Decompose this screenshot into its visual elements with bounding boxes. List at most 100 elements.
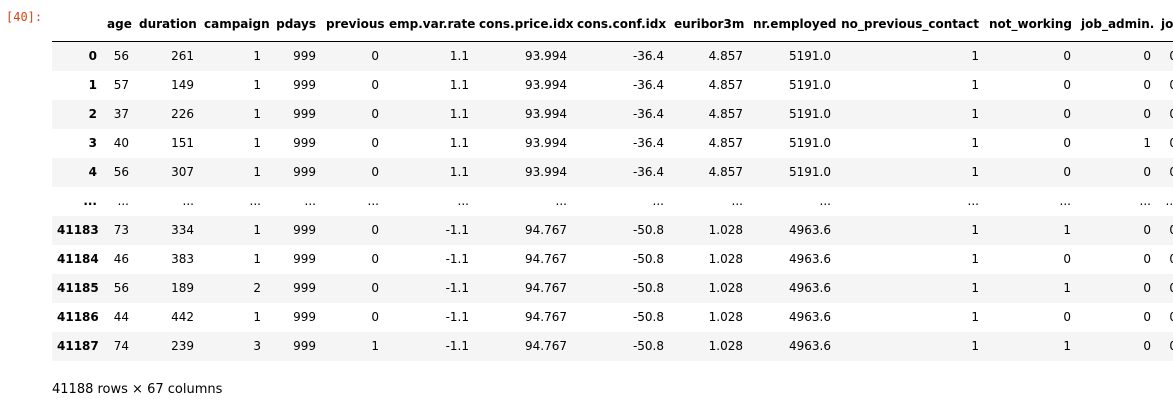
- column-header: job: [1156, 8, 1173, 42]
- column-header: campaign: [199, 8, 270, 42]
- table-cell: 1.1: [449, 78, 469, 92]
- table-cell: -50.8: [632, 339, 664, 353]
- dataframe-table: age duration campaign pdays previous emp.var.…: [52, 8, 1173, 361]
- table-cell: 5191.0: [789, 165, 831, 179]
- cell-prompt: [40]:: [6, 10, 43, 24]
- table-cell: 4.857: [708, 165, 743, 179]
- column-header: age: [102, 8, 134, 42]
- table-cell: 1: [971, 165, 979, 179]
- table-cell: 4963.6: [789, 310, 831, 324]
- table-cell: 151: [171, 136, 194, 150]
- table-cell: 226: [171, 107, 194, 121]
- column-header: cons.price.idx: [474, 8, 573, 42]
- table-cell: 0: [371, 49, 379, 63]
- table-cell: 239: [171, 339, 194, 353]
- table-cell: ...: [457, 194, 469, 208]
- table-cell: ...: [819, 194, 831, 208]
- table-cell: 0: [1063, 78, 1071, 92]
- table-cell: -1.1: [445, 310, 469, 324]
- table-cell: ...: [117, 194, 129, 208]
- table-cell: 1.028: [708, 223, 743, 237]
- table-cell: ...: [1139, 194, 1151, 208]
- column-header: emp.var.rate: [384, 8, 475, 42]
- table-cell: ...: [249, 194, 261, 208]
- row-index: 41186: [57, 310, 99, 324]
- table-cell: 0: [371, 136, 379, 150]
- table-cell: 0: [1063, 165, 1071, 179]
- table-cell: 0: [1143, 252, 1151, 266]
- table-body: 056261199901.193.994-36.44.8575191.01000…: [52, 41, 1173, 361]
- table-cell: 1: [253, 136, 261, 150]
- table-cell: 0: [371, 165, 379, 179]
- dataframe-output[interactable]: age duration campaign pdays previous emp.var.…: [52, 0, 1173, 411]
- table-cell: 56: [113, 281, 129, 295]
- table-cell: ...: [182, 194, 194, 208]
- table-cell: 999: [293, 339, 316, 353]
- table-cell: 0: [1143, 78, 1151, 92]
- table-cell: 1.1: [449, 165, 469, 179]
- table-cell: 1: [971, 223, 979, 237]
- table-cell: 0: [371, 310, 379, 324]
- column-header: pdays: [266, 8, 321, 42]
- table-cell: 1.1: [449, 49, 469, 63]
- table-cell: 0: [1156, 42, 1173, 72]
- row-index: 0: [88, 49, 97, 63]
- table-cell: 442: [171, 310, 194, 324]
- table-cell: 999: [293, 78, 316, 92]
- table-cell: 56: [113, 49, 129, 63]
- table-cell: 0: [1156, 129, 1173, 158]
- table-cell: -36.4: [632, 136, 664, 150]
- table-cell: 46: [113, 252, 129, 266]
- table-cell: -50.8: [632, 281, 664, 295]
- table-cell: 261: [171, 49, 194, 63]
- table-cell: 999: [293, 136, 316, 150]
- column-header: cons.conf.idx: [572, 8, 669, 42]
- table-cell: 1.028: [708, 339, 743, 353]
- row-index: 2: [88, 107, 97, 121]
- table-cell: 0: [1143, 281, 1151, 295]
- table-row: 41185 56 189 2 999 0 -1.1 94.767 -50.8 1.028 4963.…: [52, 274, 1173, 303]
- table-cell: 1: [971, 49, 979, 63]
- table-cell: 94.767: [525, 310, 567, 324]
- column-header: no_previous_contact: [836, 8, 984, 42]
- table-cell: 1: [253, 49, 261, 63]
- table-cell: -1.1: [445, 281, 469, 295]
- table-cell: 1: [253, 310, 261, 324]
- table-cell: 0: [371, 78, 379, 92]
- table-cell: 999: [293, 49, 316, 63]
- table-cell: ...: [967, 194, 979, 208]
- table-cell: 94.767: [525, 223, 567, 237]
- row-index: 41185: [57, 281, 99, 295]
- table-cell: 334: [171, 223, 194, 237]
- index-header: [52, 8, 102, 42]
- table-cell: ...: [652, 194, 664, 208]
- table-cell: 4963.6: [789, 281, 831, 295]
- table-cell: 189: [171, 281, 194, 295]
- table-cell: 0: [1063, 136, 1071, 150]
- table-row: ........................................…: [52, 187, 1173, 216]
- table-cell: 1: [371, 339, 379, 353]
- table-cell: -1.1: [445, 339, 469, 353]
- table-cell: 1: [253, 165, 261, 179]
- table-cell: 0: [1156, 71, 1173, 100]
- table-row: 41186 44 442 1 999 0 -1.1 94.767 -50.8 1.028 4963.…: [52, 303, 1173, 332]
- column-header: previous: [321, 8, 385, 42]
- table-cell: 73: [113, 223, 129, 237]
- table-cell: 1: [1063, 281, 1071, 295]
- table-cell: 0: [1063, 49, 1071, 63]
- table-cell: 44: [113, 310, 129, 324]
- table-cell: 0: [1156, 303, 1173, 332]
- table-cell: 999: [293, 310, 316, 324]
- table-cell: 93.994: [525, 136, 567, 150]
- table-cell: 37: [113, 107, 129, 121]
- row-index: 41187: [57, 339, 99, 353]
- table-cell: 4.857: [708, 78, 743, 92]
- dataframe-shape-summary: 41188 rows × 67 columns: [52, 382, 223, 397]
- table-cell: 1: [971, 78, 979, 92]
- table-cell: 999: [293, 223, 316, 237]
- table-cell: -1.1: [445, 223, 469, 237]
- row-index: 41183: [57, 223, 99, 237]
